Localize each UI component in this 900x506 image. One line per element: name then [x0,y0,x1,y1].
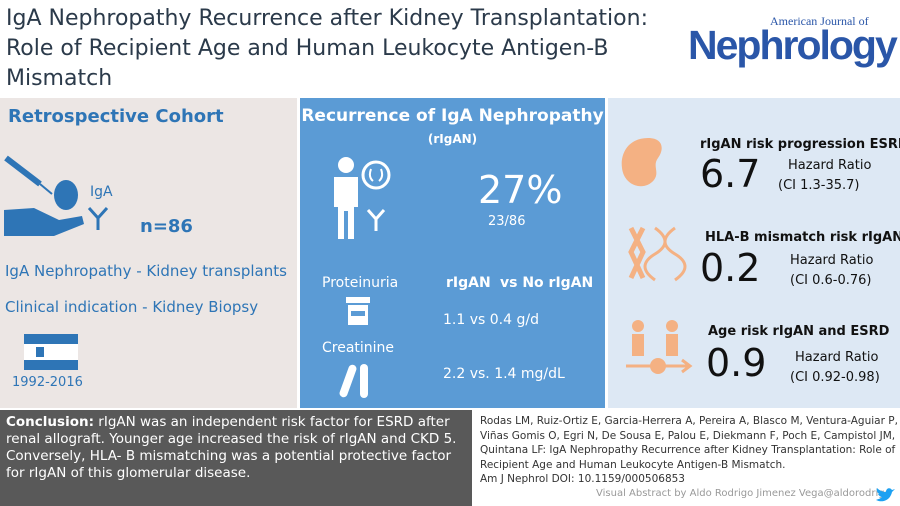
conclusion-label: Conclusion: [6,414,94,430]
citation-line: Viñas Gomis O, Egri N, De Sousa E, Palou… [480,429,896,442]
risk-label: Age risk rIgAN and ESRD [708,324,890,339]
title-line: Mismatch [6,66,113,91]
risk-ci: (CI 1.3-35.7) [778,178,860,193]
risk-value: 0.9 [706,341,767,385]
recurrence-panel [300,98,605,408]
title: IgA Nephropathy Recurrence after Kidney … [6,4,648,94]
column-header: vs No rIgAN [500,275,594,291]
cohort-n: n=86 [140,216,193,237]
recurrence-fraction: 23/86 [488,214,526,229]
column-header: rIgAN [446,275,491,291]
citation: Rodas LM, Ruiz-Ortiz E, Garcia-Herrera A… [480,414,898,487]
conclusion: Conclusion: rIgAN was an independent ris… [6,414,466,482]
recurrence-heading: Recurrence of IgA Nephropathy [301,106,604,126]
risk-measure: Hazard Ratio [795,350,879,365]
conclusion-text: rIgAN was an independent risk factor for… [6,414,457,481]
citation-line: Quintana LF: IgA Nephropathy Recurrence … [480,444,896,456]
title-line: Role of Recipient Age and Human Leukocyt… [6,36,609,61]
credit: Visual Abstract by Aldo Rodrigo Jimenez … [596,488,891,499]
twitter-icon [876,488,895,502]
conclusion-panel [0,410,472,506]
cohort-heading: Retrospective Cohort [8,106,224,127]
risk-label: rIgAN risk progression ESRD [700,137,900,152]
antibody-icon [87,206,109,230]
risk-measure: Hazard Ratio [790,253,874,268]
citation-line: Rodas LM, Ruiz-Ortiz E, Garcia-Herrera A… [480,415,898,427]
title-line: IgA Nephropathy Recurrence after Kidney … [6,6,648,31]
journal-small: American Journal of [770,14,869,28]
dna-icon [628,226,687,282]
patient-icon [334,157,391,239]
risk-value: 6.7 [700,152,761,196]
journal-big: Nephrology [688,22,898,68]
row-value: 1.1 vs 0.4 g/d [443,312,539,328]
recurrence-subheading: (rIgAN) [427,132,478,146]
risk-ci: (CI 0.6-0.76) [790,273,872,288]
citation-line: Recipient Age and Human Leukocyte Antige… [480,458,786,471]
row-value: 2.2 vs. 1.4 mg/dL [443,366,565,382]
recurrence-percent: 27% [478,168,563,212]
cohort-line: Clinical indication - Kidney Biopsy [5,298,259,316]
test-tubes-icon [339,364,368,398]
row-label: Creatinine [322,340,395,356]
citation-line: Am J Nephrol DOI: 10.1159/000506853 [480,473,685,485]
row-label: Proteinuria [322,275,399,291]
kidney-icon [621,138,662,187]
risk-label: HLA-B mismatch risk rIgAN [705,230,900,245]
cohort-period: 1992-2016 [12,375,83,390]
antibody-label: IgA [90,184,113,200]
urine-cup-icon [346,297,370,325]
cohort-line: IgA Nephropathy - Kidney transplants [5,262,287,280]
risk-ci: (CI 0.92-0.98) [790,370,880,385]
age-icon [626,320,693,374]
flag-icon [24,334,78,370]
hand-syringe-icon [4,155,84,236]
risk-measure: Hazard Ratio [788,158,872,173]
risk-value: 0.2 [700,246,761,290]
